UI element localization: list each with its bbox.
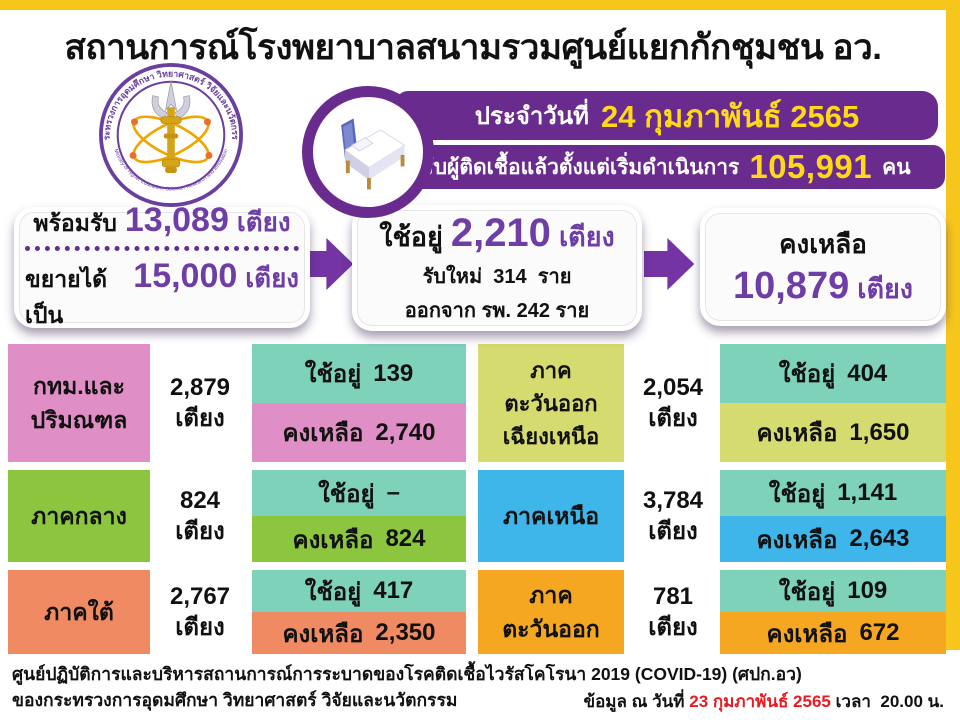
beds-value: 824 <box>179 486 221 514</box>
discharged: ออกจาก รพ. 242 ราย <box>404 299 590 322</box>
region-name-east: ภาค ตะวันออก <box>478 570 624 654</box>
in-use-row: ใช้อยู่ 404 <box>720 344 946 403</box>
region-name-south: ภาคใต้ <box>8 570 150 654</box>
capacity-box: พร้อมรับ 13,089 เตียง ขยายได้เป็น 15,000… <box>14 201 310 328</box>
expand-value: 15,000 <box>133 257 238 295</box>
cumulative-unit: คน <box>882 155 911 179</box>
region-name-northeast: ภาค ตะวันออก เฉียงเหนือ <box>478 344 624 462</box>
footer-line2: ของกระทรวงการอุดมศึกษา วิทยาศาสตร์ วิจัย… <box>12 690 458 710</box>
in-use-box: ใช้อยู่ 2,210 เตียง รับใหม่ 314 ราย ออกจ… <box>352 205 642 331</box>
beds-unit: เตียง <box>175 518 225 545</box>
bed-icon <box>341 118 406 190</box>
page-title: สถานการณ์โรงพยาบาลสนามรวมศูนย์แยกกักชุมช… <box>64 28 882 67</box>
beds-value: 2,054 <box>642 373 704 401</box>
in-use-row: ใช้อยู่ 109 <box>720 570 946 612</box>
in-use-row: ใช้อยู่ 139 <box>252 344 466 403</box>
region-usage-east: ใช้อยู่ 109 คงเหลือ 672 <box>720 570 946 654</box>
date-value: 24 กุมภาพันธ์ 2565 <box>601 98 860 134</box>
in-use-row: ใช้อยู่ 1,141 <box>720 470 946 516</box>
right-yellow-bar <box>946 0 960 650</box>
bed-badge <box>302 86 434 218</box>
region-usage-northeast: ใช้อยู่ 404 คงเหลือ 1,650 <box>720 344 946 462</box>
region-beds-bkk: 2,879 เตียง <box>150 344 250 462</box>
beds-unit: เตียง <box>648 405 698 432</box>
expand-label: ขยายได้เป็น <box>25 266 108 328</box>
region-beds-central: 824 เตียง <box>150 470 250 562</box>
ready-value: 13,089 <box>124 201 229 239</box>
remaining-value: 10,879 <box>732 265 850 307</box>
remaining-row: คงเหลือ 2,643 <box>720 516 946 562</box>
top-yellow-bar <box>0 0 960 10</box>
remaining-row: คงเหลือ 2,350 <box>252 612 466 654</box>
remaining-unit: เตียง <box>857 274 913 304</box>
region-name-north: ภาคเหนือ <box>478 470 624 562</box>
region-beds-south: 2,767 เตียง <box>150 570 250 654</box>
beds-value: 2,767 <box>169 582 231 610</box>
source-date: 23 กุมภาพันธ์ 2565 <box>689 692 831 711</box>
ministry-logo: กระทรวงการอุดมศึกษา วิทยาศาสตร์ วิจัยและ… <box>95 54 244 208</box>
remaining-box: คงเหลือ 10,879 เตียง <box>700 208 946 326</box>
new-admissions: รับใหม่ 314 ราย <box>422 265 572 288</box>
beds-value: 781 <box>652 582 694 610</box>
region-usage-south: ใช้อยู่ 417 คงเหลือ 2,350 <box>252 570 466 654</box>
data-source-note: ข้อมูล ณ วันที่ 23 กุมภาพันธ์ 2565 เวลา … <box>583 692 944 711</box>
region-name-central: ภาคกลาง <box>8 470 150 562</box>
region-beds-northeast: 2,054 เตียง <box>626 344 720 462</box>
arrow-right-icon <box>644 238 695 290</box>
in-use-label: ใช้อยู่ <box>379 221 443 252</box>
expand-unit: เตียง <box>245 263 299 293</box>
remaining-row: คงเหลือ 2,740 <box>252 403 466 462</box>
date-label: ประจำวันที่ <box>474 103 589 130</box>
region-usage-north: ใช้อยู่ 1,141 คงเหลือ 2,643 <box>720 470 946 562</box>
cumulative-banner: รับผู้ติดเชื้อแล้วตั้งแต่เริ่มดำเนินการ … <box>388 145 945 189</box>
dotted-divider <box>25 246 299 251</box>
beds-unit: เตียง <box>175 614 225 641</box>
region-name-bkk: กทม.และ ปริมณฑล <box>8 344 150 462</box>
beds-unit: เตียง <box>648 518 698 545</box>
remaining-row: คงเหลือ 1,650 <box>720 403 946 462</box>
in-use-value: 2,210 <box>450 210 551 255</box>
atom-electrons <box>129 118 213 159</box>
date-banner: ประจำวันที่ 24 กุมภาพันธ์ 2565 <box>396 91 938 140</box>
region-usage-central: ใช้อยู่ – คงเหลือ 824 <box>252 470 466 562</box>
footer-line1: ศูนย์ปฏิบัติการและบริหารสถานการณ์การระบา… <box>12 664 802 684</box>
cumulative-value: 105,991 <box>749 148 873 185</box>
ready-label: พร้อมรับ <box>33 210 117 236</box>
region-beds-east: 781 เตียง <box>626 570 720 654</box>
region-beds-north: 3,784 เตียง <box>626 470 720 562</box>
beds-unit: เตียง <box>175 405 225 432</box>
beds-value: 2,879 <box>169 373 231 401</box>
ready-unit: เตียง <box>236 207 291 237</box>
in-use-unit: เตียง <box>558 221 615 252</box>
cumulative-label: รับผู้ติดเชื้อแล้วตั้งแต่เริ่มดำเนินการ <box>422 155 740 179</box>
beds-unit: เตียง <box>648 614 698 641</box>
remaining-row: คงเหลือ 672 <box>720 612 946 654</box>
beds-value: 3,784 <box>642 486 704 514</box>
remaining-row: คงเหลือ 824 <box>252 516 466 562</box>
in-use-row: ใช้อยู่ 417 <box>252 570 466 612</box>
in-use-row: ใช้อยู่ – <box>252 470 466 516</box>
remaining-label: คงเหลือ <box>779 229 867 259</box>
arrow-right-icon <box>303 238 354 290</box>
trident-icon <box>151 80 191 173</box>
region-usage-bkk: ใช้อยู่ 139 คงเหลือ 2,740 <box>252 344 466 462</box>
